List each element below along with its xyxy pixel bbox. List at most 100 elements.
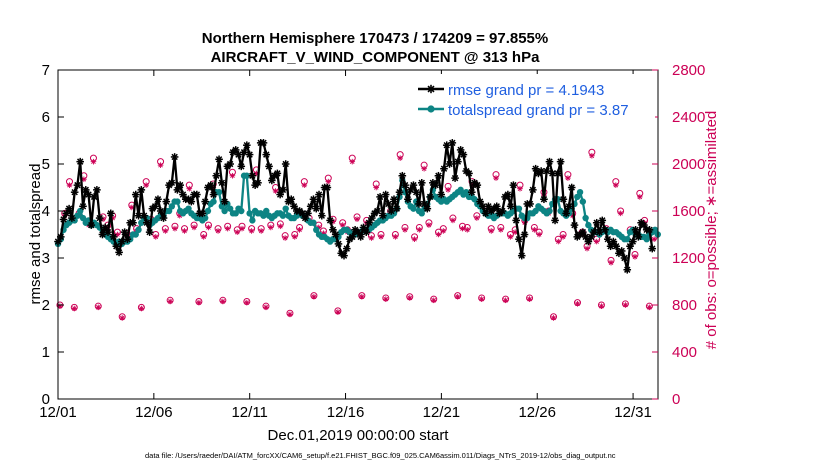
spread-point	[579, 198, 587, 205]
spread-point	[310, 219, 317, 226]
rmse-point	[140, 211, 148, 220]
rmse-point	[326, 216, 334, 225]
obs-assimilated-point	[205, 224, 212, 231]
rmse-point	[112, 242, 121, 251]
obs-assimilated-point	[406, 295, 413, 301]
rmse-point	[106, 209, 115, 218]
obs-assimilated-point	[186, 185, 193, 192]
rmse-point	[612, 242, 620, 251]
rmse-point	[342, 244, 351, 253]
rmse-point	[440, 164, 448, 173]
rmse-point	[473, 181, 482, 189]
rmse-point	[248, 171, 257, 180]
rmse-point	[426, 193, 434, 201]
obs-assimilated-point	[536, 231, 542, 238]
legend-box	[410, 74, 655, 120]
spread-point	[585, 221, 592, 229]
obs-assimilated-point	[291, 234, 298, 240]
rmse-point	[243, 141, 251, 149]
rmse-point	[604, 235, 612, 243]
rmse-point	[392, 204, 401, 213]
spread-point	[576, 189, 584, 196]
rmse-point	[212, 171, 221, 180]
spread-point	[574, 193, 581, 201]
y-axis-label: rmse and totalspread	[27, 164, 44, 305]
spread-point	[168, 203, 176, 210]
obs-assimilated-point	[191, 224, 197, 231]
rmse-point	[415, 200, 423, 208]
rmse-point	[623, 265, 632, 274]
spread-point	[79, 214, 87, 222]
spread-point	[260, 212, 267, 219]
legend-rmse-marker	[426, 84, 436, 94]
rmse-point	[409, 181, 418, 189]
obs-assimilated-point	[200, 234, 207, 240]
legend: rmse grand pr = 4.1943 totalspread grand…	[410, 74, 655, 120]
right-y-tick-label: 0	[672, 391, 680, 408]
rmse-point	[379, 211, 387, 220]
data-file-footnote: data file: /Users/raeder/DAI/ATM_forcXX/…	[145, 451, 616, 460]
spread-point	[624, 236, 631, 243]
rmse-point	[348, 233, 357, 241]
obs-assimilated-point	[517, 185, 523, 192]
rmse-point	[154, 195, 162, 204]
rmse-point	[512, 216, 520, 225]
rmse-point	[445, 160, 454, 168]
obs-assimilated-point	[613, 182, 619, 188]
rmse-point	[259, 139, 268, 147]
obs-assimilated-point	[622, 302, 629, 308]
spread-point	[221, 207, 228, 215]
x-tick-label: 12/11	[231, 404, 267, 421]
rmse-point	[431, 181, 440, 189]
rmse-point	[559, 195, 568, 204]
obs-assimilated-point	[239, 225, 245, 232]
spread-point	[457, 186, 464, 194]
rmse-point	[401, 181, 409, 189]
obs-assimilated-point	[636, 194, 643, 200]
obs-assimilated-point	[229, 172, 236, 179]
rmse-point	[515, 235, 523, 243]
rmse-point	[373, 207, 382, 215]
obs-assimilated-point	[464, 227, 471, 233]
rmse-point	[565, 202, 573, 211]
obs-assimilated-point	[258, 228, 264, 234]
spread-point	[185, 205, 192, 212]
spread-point	[515, 205, 523, 212]
spread-point	[582, 214, 589, 222]
obs-assimilated-point	[311, 293, 317, 300]
obs-assimilated-point	[152, 234, 159, 240]
y-tick-label: 5	[42, 156, 50, 173]
rmse-point	[434, 171, 443, 180]
obs-assimilated-point	[287, 311, 293, 318]
rmse-point	[640, 221, 648, 229]
rmse-point	[318, 211, 326, 220]
rmse-point	[193, 190, 201, 199]
x-tick-label: 12/21	[423, 404, 461, 421]
x-tick-label: 12/01	[39, 404, 77, 421]
y-tick-label: 0	[42, 391, 50, 408]
rmse-point	[95, 214, 104, 222]
rmse-point	[404, 195, 412, 204]
rmse-point	[65, 204, 73, 213]
rmse-point	[506, 202, 515, 211]
obs-assimilated-point	[378, 234, 384, 240]
rmse-point	[412, 188, 421, 196]
rmse-point	[312, 204, 321, 213]
rmse-point	[620, 254, 629, 262]
rmse-point	[162, 197, 171, 206]
x-tick-label: 12/16	[327, 404, 365, 421]
rmse-point	[454, 157, 462, 166]
rmse-series-layer	[54, 139, 657, 274]
rmse-point	[554, 169, 562, 178]
obs-assimilated-point	[244, 299, 250, 306]
rmse-point	[123, 235, 132, 243]
rmse-point	[423, 204, 432, 213]
obs-assimilated-point	[474, 215, 480, 221]
obs-assimilated-point	[220, 298, 226, 305]
chart-title-line1: Northern Hemisphere 170473 / 174209 = 97…	[202, 30, 548, 47]
y-axis-ticks: 0 1 2 3 4 5 6 7	[42, 62, 64, 408]
rmse-point	[145, 228, 154, 236]
spread-point	[243, 172, 251, 179]
obs-assimilated-point	[143, 182, 149, 188]
rmse-point	[467, 188, 476, 196]
